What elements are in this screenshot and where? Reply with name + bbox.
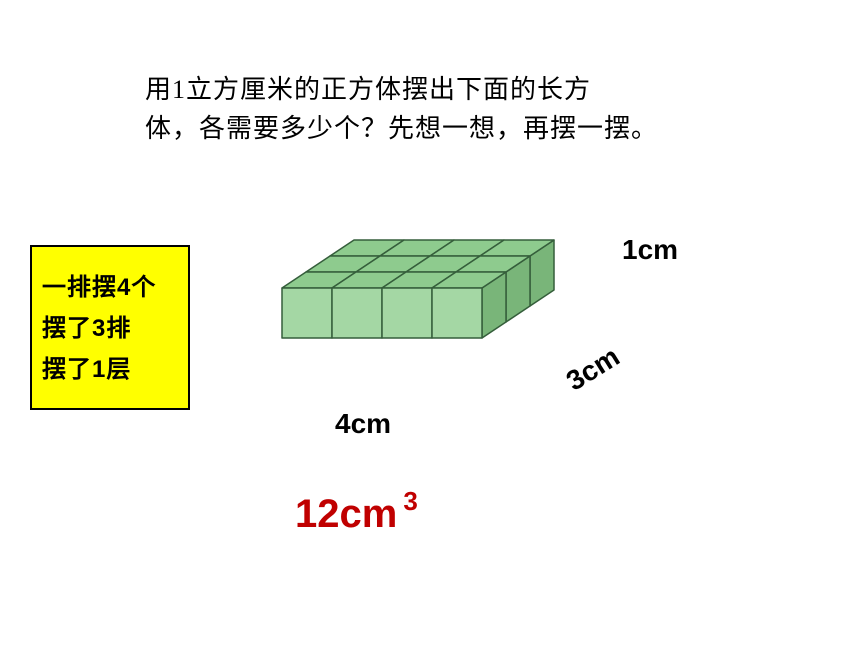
label-height: 1cm [622, 234, 678, 266]
cuboid-svg [270, 228, 600, 398]
cuboid-diagram [270, 228, 600, 398]
answer-value: 12cm [295, 492, 397, 536]
question-text: 用1立方厘米的正方体摆出下面的长方 体，各需要多少个？先想一想，再摆一摆。 [145, 70, 658, 148]
answer-text: 12cm3 [295, 492, 418, 537]
info-line-2: 摆了3排 [42, 308, 178, 343]
info-box: 一排摆4个 摆了3排 摆了1层 [30, 245, 190, 410]
answer-exponent: 3 [403, 486, 417, 516]
label-width: 4cm [335, 408, 391, 440]
question-line2: 体，各需要多少个？先想一想，再摆一摆。 [145, 114, 658, 143]
question-line1: 用1立方厘米的正方体摆出下面的长方 [145, 75, 591, 104]
info-line-1: 一排摆4个 [42, 267, 178, 302]
info-line-3: 摆了1层 [42, 349, 178, 384]
